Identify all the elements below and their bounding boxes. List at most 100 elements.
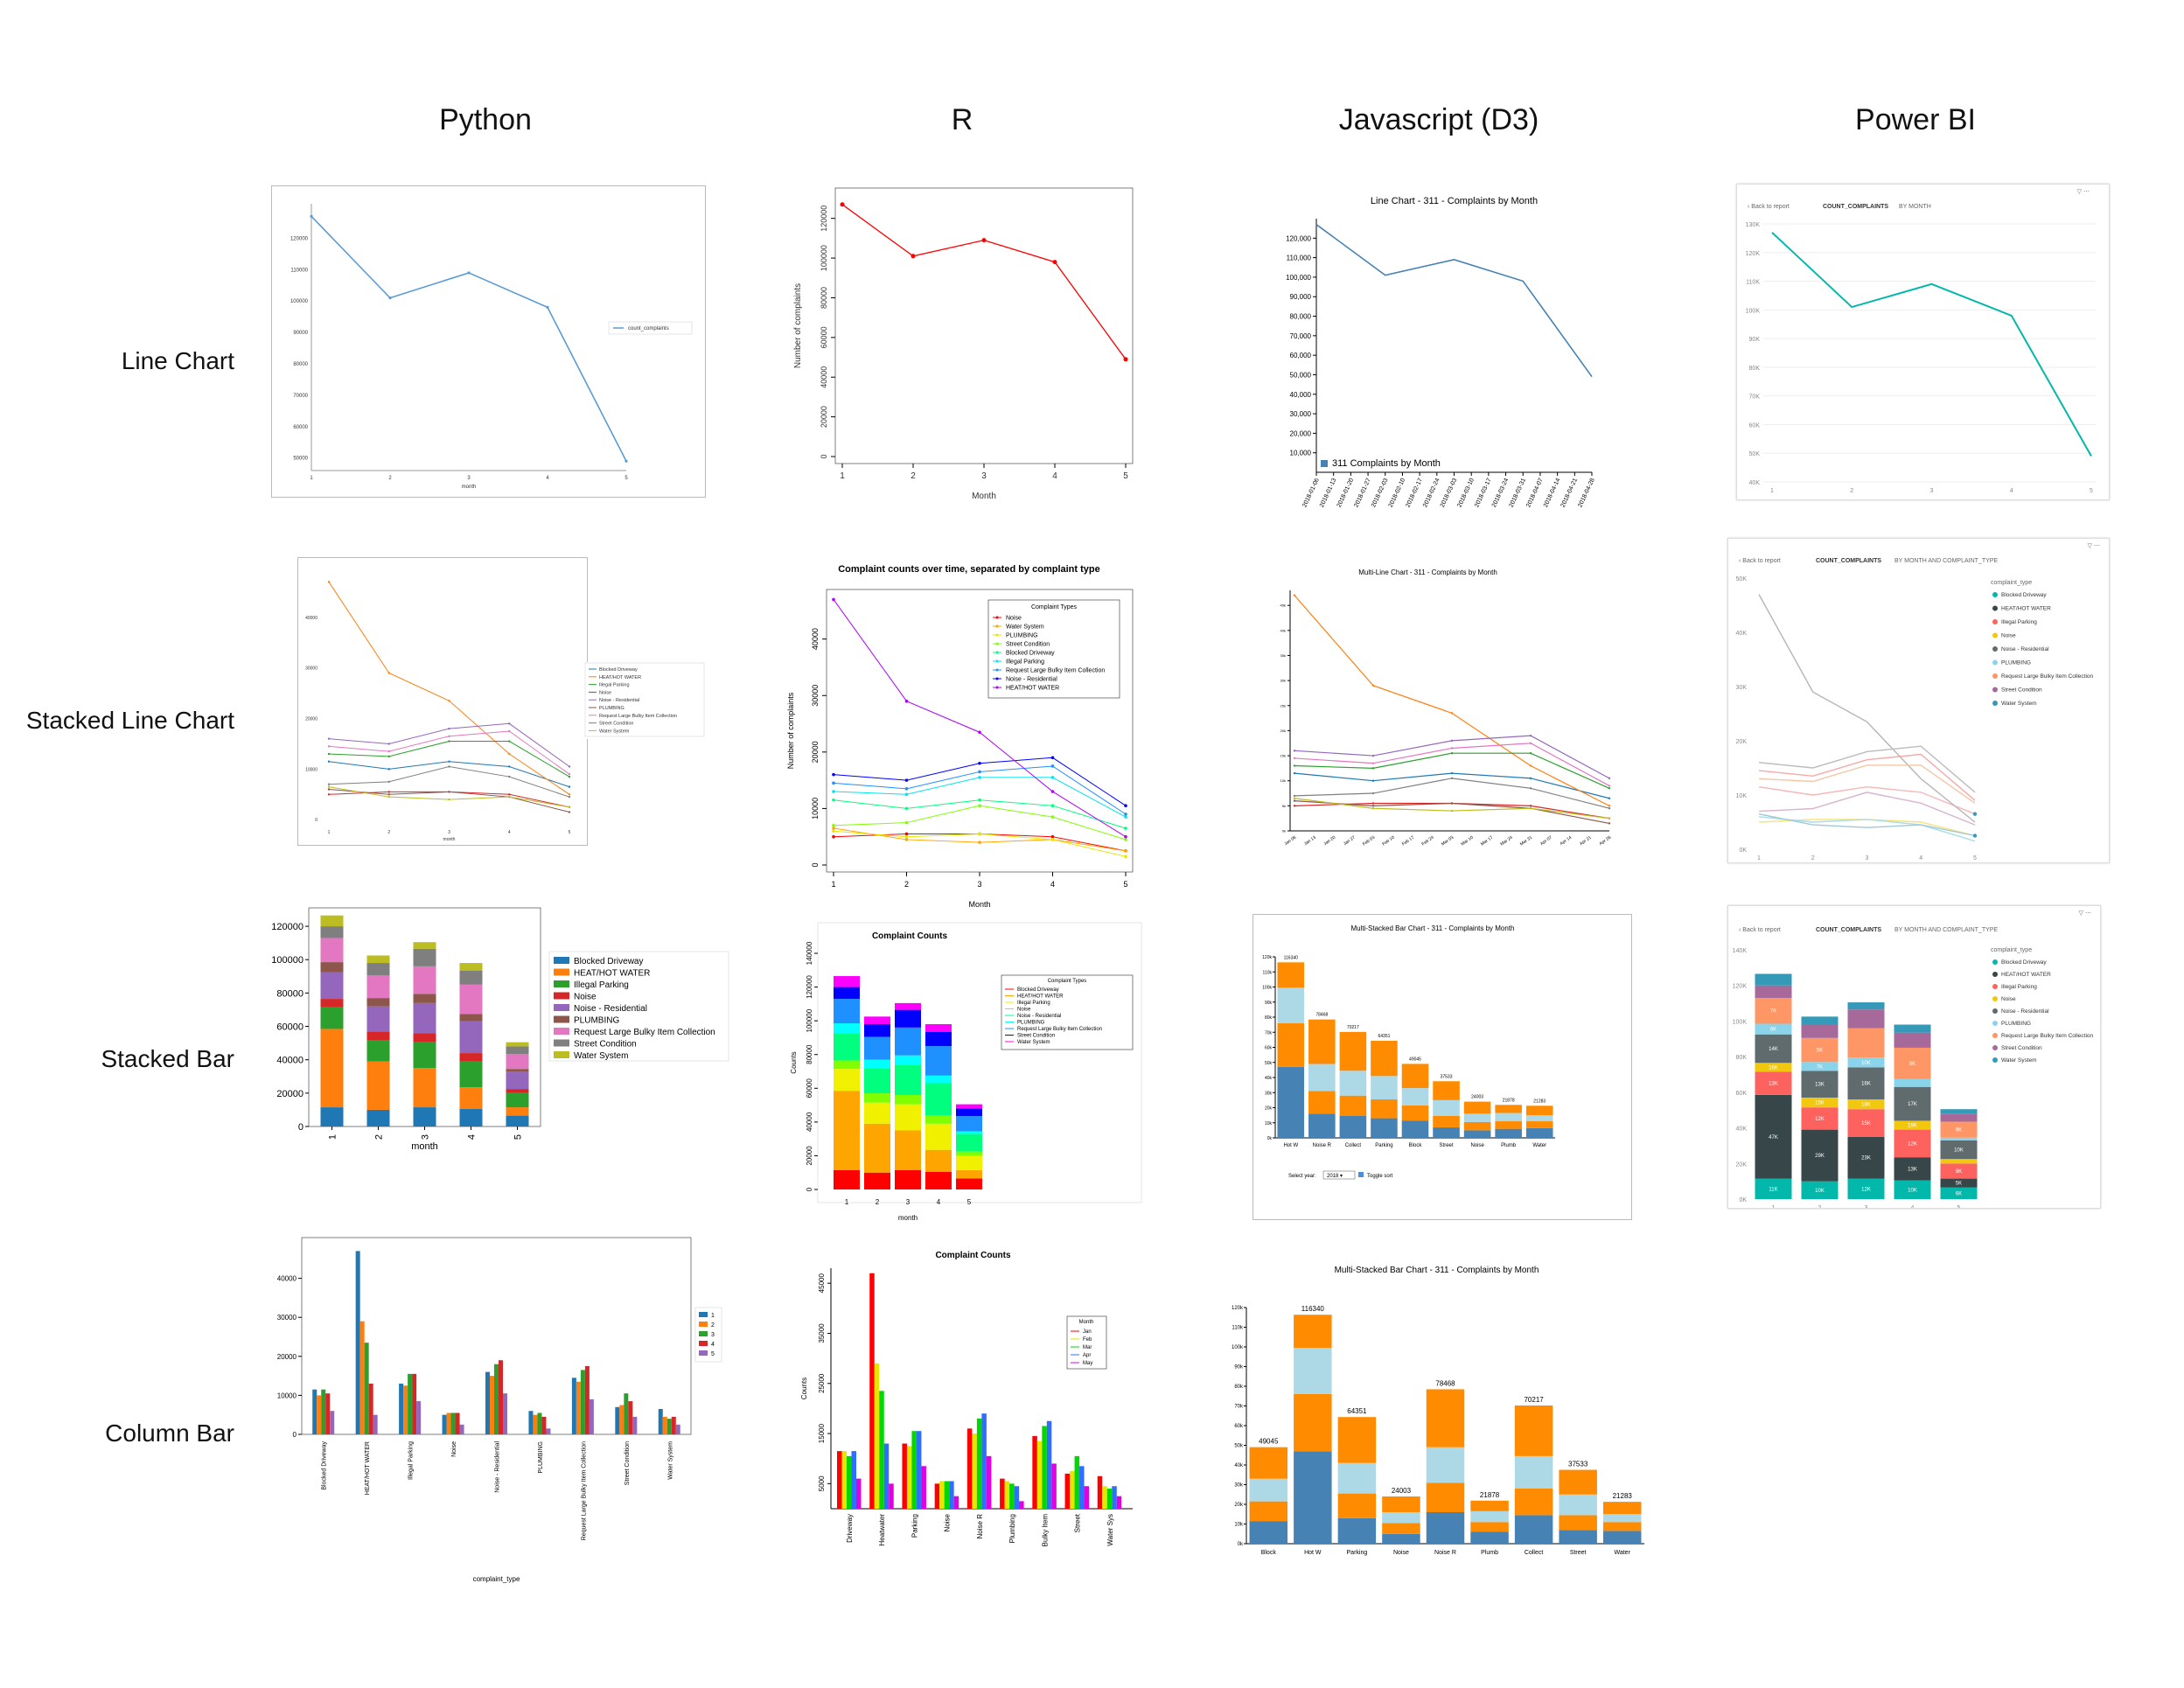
bar [628, 1401, 633, 1434]
series-line [1758, 745, 1976, 793]
legend-label: Noise - Residential [1017, 1014, 1061, 1019]
python-stacked-bar-chart: 0 20000 40000 60000 80000 100000 120000 1 2 3 4 5 mo… [261, 903, 730, 1157]
data-point [568, 772, 571, 776]
x-tick-label: 2018-01-06 [1301, 478, 1321, 509]
x-tick-label: Plumb [1481, 1550, 1498, 1556]
bar-segment [1755, 1094, 1792, 1179]
data-point [1124, 854, 1127, 859]
bar-segment [506, 1042, 529, 1047]
x-tick-label: 1 [328, 1134, 338, 1140]
powerbi-filter-icon[interactable]: ▽ ⋯ [2087, 543, 2100, 549]
y-tick-label: 20,000 [1290, 429, 1312, 437]
bar-segment [459, 1087, 483, 1109]
bar-segment [366, 1061, 390, 1110]
bar-segment-label: 15K [1861, 1121, 1871, 1126]
bar-segment [834, 1091, 860, 1170]
y-tick-label: 80000 [276, 988, 304, 999]
powerbi-filter-icon[interactable]: ▽ ⋯ [2076, 189, 2090, 195]
bar-segment [834, 1023, 860, 1034]
legend-label: Blocked Driveway [2001, 959, 2047, 966]
y-tick-label: 40k [1265, 1076, 1273, 1081]
r-column-bar-chart-svg: Complaint Counts 5000 15000 25000 35000 45000… [800, 1251, 1133, 1546]
legend-label: Water System [599, 729, 630, 734]
data-point [1124, 804, 1127, 807]
x-tick-label: 2018-02-03 [1371, 478, 1390, 509]
legend-label: Request Large Bulky Item Collection [2001, 1033, 2094, 1039]
y-tick-label: 0K [1739, 847, 1747, 854]
bar-segment [320, 962, 344, 973]
x-tick-label: 4 [937, 1198, 941, 1206]
data-point [1450, 739, 1454, 743]
x-tick-label: 1 [845, 1198, 849, 1206]
bar-segment-label: 6K [1956, 1191, 1962, 1196]
legend-marker [1992, 687, 1998, 693]
data-point [832, 834, 835, 839]
bar-segment [1602, 1531, 1642, 1544]
x-tick-label: 5 [1957, 1205, 1961, 1208]
legend-label: Water System [1017, 1040, 1050, 1045]
y-tick-label: 100k [1262, 986, 1272, 991]
y-tick-label: 20K [1736, 739, 1748, 745]
bar-segment [1337, 1462, 1377, 1494]
bar [906, 1446, 912, 1509]
bar-segment [1940, 1163, 1978, 1179]
bar [325, 1393, 331, 1434]
chart-title: Multi-Stacked Bar Chart - 311 - Complain… [1350, 924, 1514, 932]
powerbi-back-link[interactable]: ‹ Back to report [1739, 558, 1781, 564]
legend-label: Request Large Bulky Item Collection [1006, 668, 1105, 674]
python-stacked-bar-chart-svg: 0 20000 40000 60000 80000 100000 120000 1 2 3 4 5 mo… [271, 907, 729, 1152]
legend-label: Request Large Bulky Item Collection [599, 714, 677, 719]
bar [450, 1412, 456, 1434]
y-tick-label: 5k [1282, 804, 1286, 808]
bar [1064, 1473, 1071, 1509]
powerbi-back-link[interactable]: ‹ Back to report [1739, 927, 1781, 933]
legend-marker [1992, 1021, 1998, 1026]
bar-segment [956, 1133, 982, 1152]
bar-segment-label: 13K [1908, 1167, 1917, 1172]
x-tick-label: Plumbing [1008, 1514, 1016, 1543]
data-point [327, 745, 331, 748]
bar-segment [1426, 1389, 1465, 1447]
bar-segment-label: 10K [1815, 1189, 1825, 1194]
y-axis-label: Counts [790, 1051, 798, 1073]
series-line [1758, 594, 1976, 823]
data-point [1529, 777, 1532, 780]
legend-label: 3 [711, 1332, 715, 1338]
column-header-powerbi: Power BI [1855, 103, 1976, 136]
bar-segment [864, 1024, 890, 1037]
bar-segment [1940, 1187, 1978, 1199]
powerbi-back-link[interactable]: ‹ Back to report [1748, 204, 1790, 210]
bar-segment [1308, 1064, 1336, 1092]
y-tick-label: 80000 [820, 287, 828, 309]
y-tick-label: 90000 [293, 331, 308, 336]
d3-multi-line-chart: Multi-Line Chart - 311 - Complaints by M… [1251, 564, 1618, 879]
data-point [1529, 807, 1532, 810]
bar [921, 1466, 926, 1509]
x-tick-label: Noise [1470, 1143, 1484, 1148]
bar-segment [1339, 1071, 1367, 1096]
row-header-line-chart: Line Chart [121, 347, 234, 374]
d3-multi-stacked-bar-chart-1-svg: Multi-Stacked Bar Chart - 311 - Complain… [1262, 924, 1555, 1180]
bar-segment [1755, 997, 1792, 1024]
python-stacked-line-legend: Blocked Driveway HEAT/HOT WATER Illegal Pa… [584, 662, 707, 739]
bar-segment [1894, 1024, 1931, 1033]
bar [1014, 1486, 1020, 1509]
x-axis-label: Month [972, 492, 996, 501]
powerbi-filter-icon[interactable]: ▽ ⋯ [2078, 910, 2091, 917]
bar [584, 1365, 590, 1434]
legend-swatch [554, 1028, 569, 1035]
bar-segment [1308, 1091, 1336, 1114]
bar-segment [864, 1059, 890, 1069]
data-point [981, 238, 987, 243]
bar [675, 1424, 680, 1434]
data-point [1450, 777, 1454, 780]
legend-swatch [699, 1312, 708, 1317]
bar-segment [506, 1107, 529, 1116]
y-tick-label: 35k [1280, 653, 1286, 658]
bar-segment [506, 1071, 529, 1090]
series-line [841, 204, 1127, 360]
data-point [568, 785, 571, 788]
row-header-column-bar: Column Bar [105, 1419, 234, 1447]
y-tick-label: 90k [1234, 1365, 1244, 1371]
bar [658, 1409, 663, 1434]
